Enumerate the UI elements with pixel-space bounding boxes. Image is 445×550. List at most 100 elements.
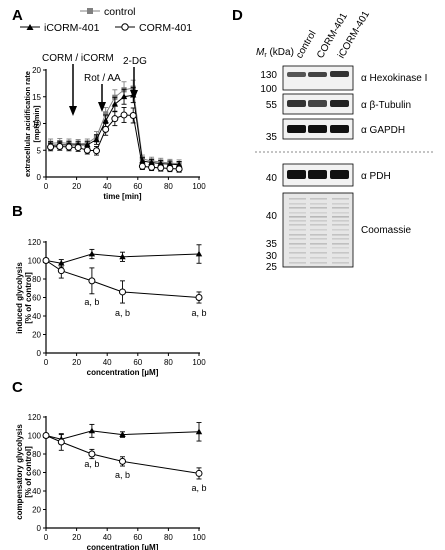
label-coomassie: Coomassie [361,225,411,236]
annotation-2dg: 2-DG [123,56,147,67]
coomassie-band [289,212,306,214]
coomassie-band [332,198,349,200]
coomassie-band [332,262,349,264]
y-tick-label: 80 [32,275,41,284]
data-point [88,277,96,285]
data-point [93,136,100,142]
coomassie-band [310,252,327,254]
data-point [120,111,128,119]
significance-label: a, b [191,483,206,493]
data-point [195,469,203,477]
coomassie-band [310,203,327,205]
coomassie-band [332,238,349,240]
marker-30-coomassie: 30 [266,251,278,262]
x-tick-label: 0 [44,358,49,367]
significance-label: a, b [115,308,130,318]
y-tick-label: 20 [32,331,41,340]
x-tick-label: 0 [44,182,49,191]
coomassie-band [289,220,306,222]
mr-label: Mr (kDa) [256,47,294,59]
data-point [88,450,96,458]
coomassie-band [310,257,327,259]
significance-label: a, b [191,308,206,318]
data-point [175,165,183,173]
panel-label-c: C [12,379,23,396]
data-point [57,267,65,275]
x-tick-label: 80 [164,533,173,542]
coomassie-band [289,238,306,240]
x-tick-label: 60 [133,182,142,191]
legend-marker-control [87,8,93,14]
annotation-corm-icorm: CORM / iCORM [42,53,114,64]
data-point [42,432,50,439]
data-point [195,428,203,435]
legend-marker-icorm [26,24,34,30]
chart-c: 0 20 40 60 80 100 0 20 40 60 80 100 120 concentration… [15,413,207,550]
series-line [45,435,200,474]
y-tick-label: 100 [28,432,42,441]
band-hexokinase-2 [308,72,327,77]
x-tick-label: 80 [164,358,173,367]
band-hexokinase-3 [330,71,349,77]
data-point [148,163,156,171]
panel-label-a: A [12,7,23,24]
coomassie-band [289,207,306,209]
marker-130: 130 [260,70,277,81]
western-blot: Mr (kDa) control CORM-401 iCORM-401 130 … [255,9,435,273]
band-gapdh-3 [330,125,349,133]
data-point [103,111,109,117]
label-hexokinase: α Hexokinase I [361,73,427,84]
data-point [84,141,91,148]
y-tick-label: 0 [37,173,42,182]
data-point [166,164,174,172]
coomassie-band [289,198,306,200]
marker-35-coomassie: 35 [266,239,278,250]
coomassie-band [310,243,327,245]
coomassie-band [289,247,306,249]
coomassie-band [310,262,327,264]
significance-label: a, b [84,297,99,307]
x-axis-title: concentration [µM] [87,368,159,377]
y-axis-title: extracellular acidification rate [23,71,32,177]
data-point [57,438,65,446]
data-point [42,257,50,264]
data-point [74,144,82,152]
coomassie-band [289,262,306,264]
data-point [195,294,203,301]
coomassie-band [310,216,327,218]
coomassie-band [310,212,327,214]
y-axis-title: induced glycolysis [15,262,24,334]
y-axis-title: compensatory glycolysis [15,424,24,520]
coomassie-band [289,234,306,236]
coomassie-band [332,252,349,254]
y-tick-label: 60 [32,294,41,303]
marker-40-pdh: 40 [266,173,278,184]
data-point [148,159,155,165]
mr-label-m: M [256,47,265,58]
coomassie-band [289,224,306,226]
arrowhead-rot-aa [98,102,106,112]
coomassie-band [310,198,327,200]
x-tick-label: 60 [133,358,142,367]
y-tick-label: 0 [37,349,42,358]
x-tick-label: 40 [103,533,112,542]
coomassie-band [332,247,349,249]
y-tick-label: 80 [32,450,41,459]
significance-label: a, b [84,459,99,469]
coomassie-band [332,220,349,222]
coomassie-band [289,216,306,218]
band-tubulin-3 [330,100,349,107]
label-gapdh: α GAPDH [361,125,405,136]
coomassie-bands [289,198,349,264]
y-tick-label: 40 [32,312,41,321]
data-point [119,457,126,465]
coomassie-band [332,243,349,245]
data-point [88,427,96,434]
x-axis-title: concentration [µM] [87,543,159,550]
x-tick-label: 80 [164,182,173,191]
annotations-a: CORM / iCORM Rot / AA 2-DG [42,53,147,116]
coomassie-band [310,234,327,236]
arrowhead-corm-icorm [69,106,77,116]
x-axis-title: time [min] [103,192,142,201]
